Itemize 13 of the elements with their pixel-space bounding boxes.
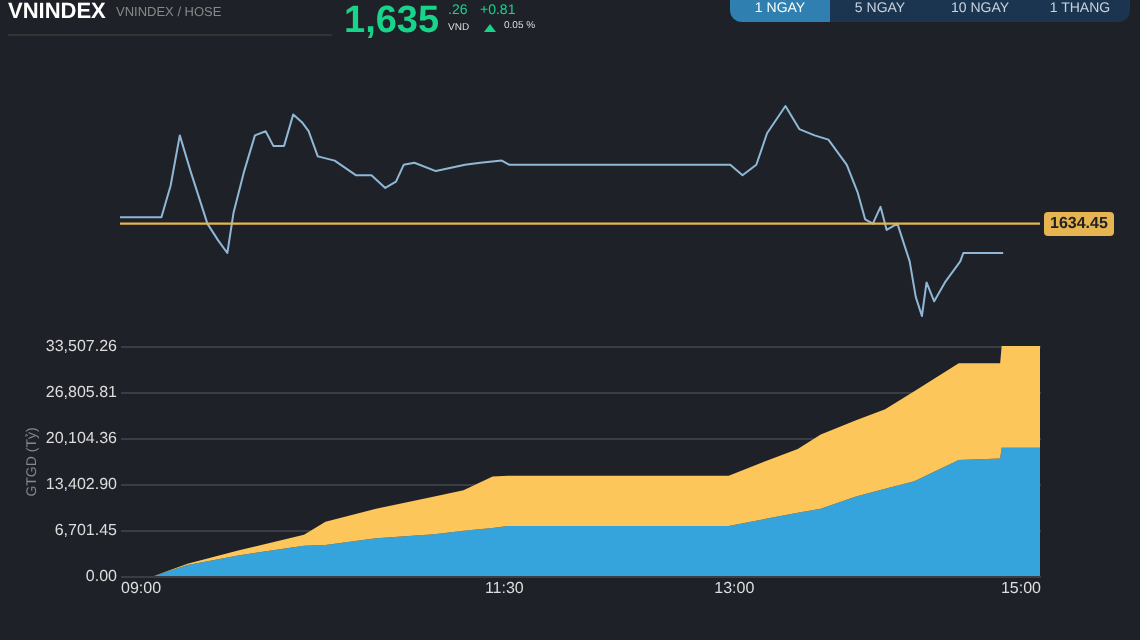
y-tick-label: 26,805.81 — [45, 383, 119, 401]
x-tick-label: 11:30 — [484, 579, 525, 597]
text: 1,635 — [344, 0, 440, 44]
x-tick-label: 09:00 — [121, 579, 163, 597]
y-tick-label: 13,402.90 — [45, 475, 119, 493]
text: VNINDEX — [8, 0, 106, 24]
y-tick-label: 0.00 — [85, 567, 119, 585]
y-tick-label: 6,701.45 — [54, 521, 119, 539]
y-tick-label: 33,507.26 — [45, 337, 119, 355]
text: 1634.45 — [1044, 211, 1114, 236]
x-tick-label: 15:00 — [1000, 579, 1043, 597]
x-tick-label: 13:00 — [714, 579, 756, 597]
y-tick-label: 20,104.36 — [45, 429, 119, 447]
